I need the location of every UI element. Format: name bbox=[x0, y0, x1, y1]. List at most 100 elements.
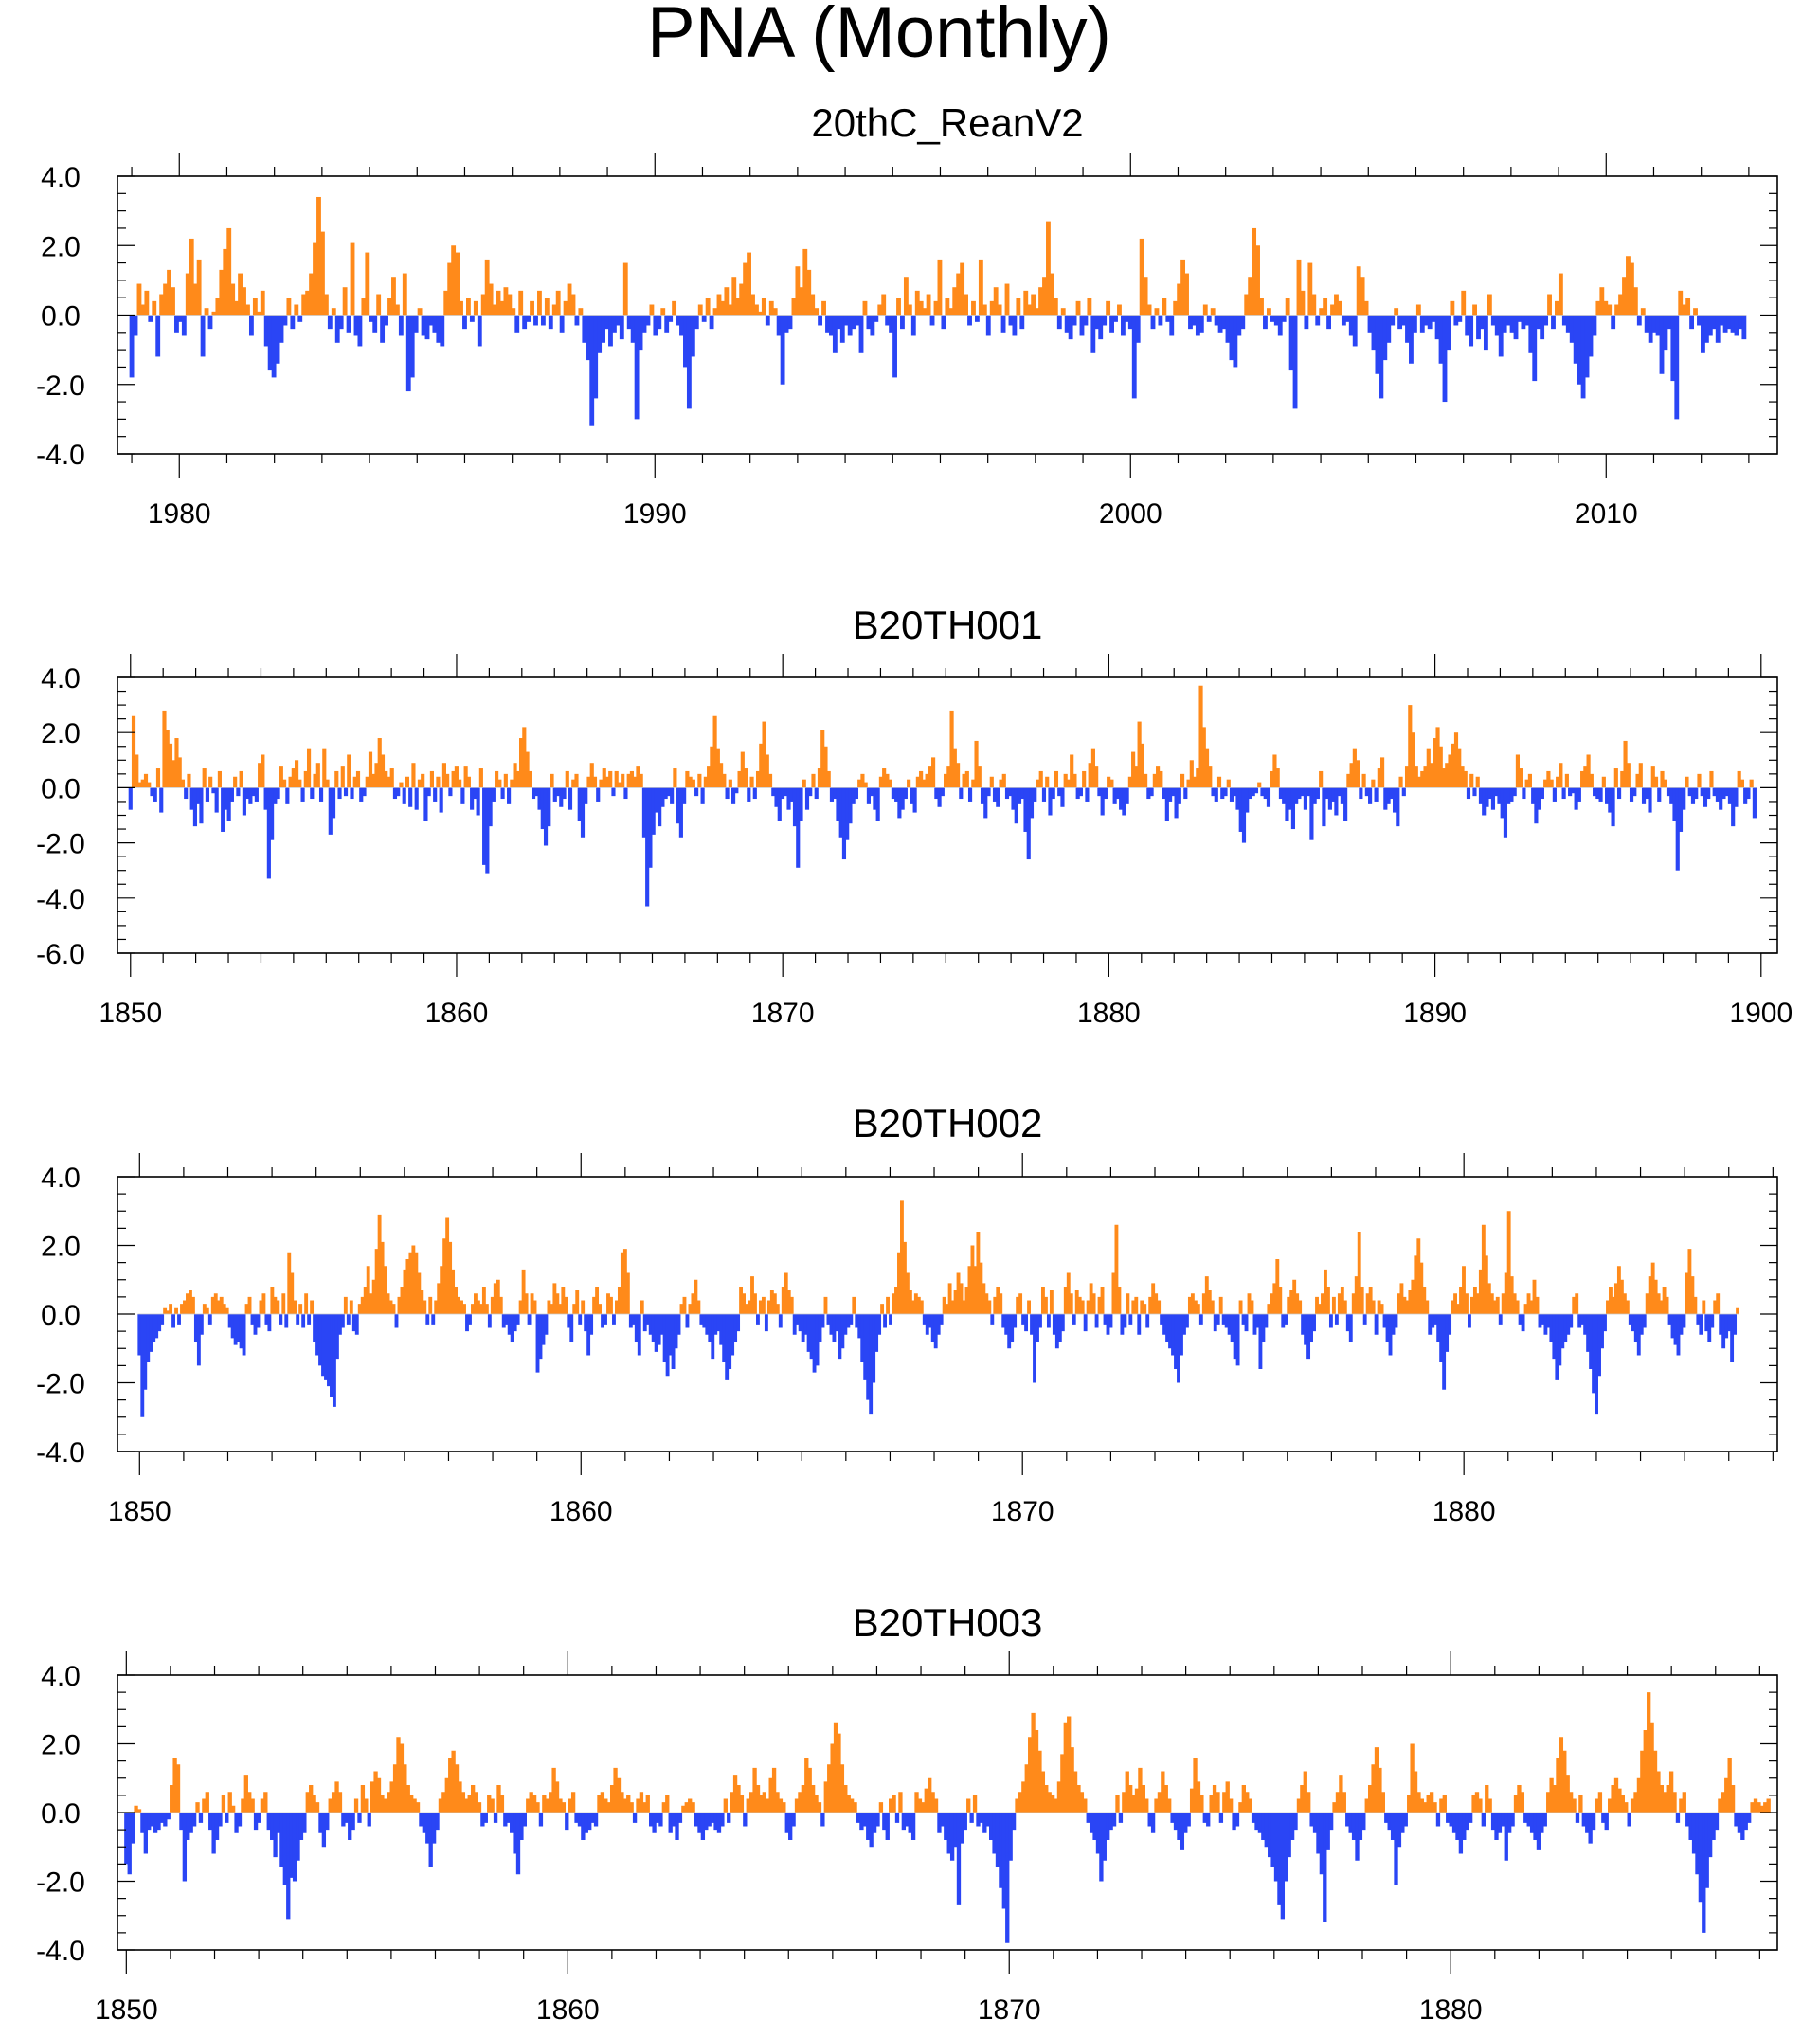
bar-negative bbox=[448, 787, 453, 797]
bar-negative bbox=[1543, 315, 1549, 326]
bar-positive bbox=[1189, 1788, 1195, 1813]
bar-positive bbox=[1411, 1279, 1415, 1314]
bar-negative bbox=[1595, 1314, 1598, 1415]
bar-negative bbox=[1390, 1813, 1396, 1840]
bar-positive bbox=[1572, 1798, 1577, 1813]
bar-positive bbox=[343, 1296, 348, 1315]
bar-negative bbox=[127, 1813, 132, 1875]
bar-positive bbox=[1611, 1785, 1615, 1813]
bar-positive bbox=[1298, 1300, 1303, 1314]
bar-negative bbox=[659, 1314, 664, 1335]
bar-positive bbox=[1070, 754, 1074, 788]
bar-positive bbox=[1047, 1792, 1052, 1813]
bar-negative bbox=[1375, 315, 1380, 374]
bar-positive bbox=[966, 1798, 971, 1813]
bar-negative bbox=[1552, 1314, 1557, 1360]
bar-positive bbox=[1402, 1296, 1407, 1315]
bar-positive bbox=[1543, 779, 1548, 788]
bar-negative bbox=[586, 1314, 591, 1356]
bar-positive bbox=[526, 1798, 531, 1813]
bar-negative bbox=[193, 1314, 198, 1342]
bar-negative bbox=[1604, 1813, 1609, 1831]
bar-negative bbox=[297, 315, 303, 322]
bar-positive bbox=[1419, 1798, 1425, 1813]
bar-positive bbox=[599, 779, 604, 788]
bar-positive bbox=[945, 1304, 949, 1315]
bar-negative bbox=[1428, 1314, 1433, 1335]
bar-negative bbox=[199, 787, 204, 824]
bar-positive bbox=[928, 1777, 932, 1813]
bar-positive bbox=[282, 779, 287, 788]
bar-positive bbox=[1067, 1716, 1072, 1813]
bar-negative bbox=[477, 315, 482, 347]
bar-positive bbox=[1368, 1287, 1373, 1314]
bar-negative bbox=[159, 787, 164, 813]
bar-negative bbox=[148, 315, 153, 322]
bar-positive bbox=[211, 311, 217, 316]
bar-negative bbox=[184, 787, 189, 800]
bar-positive bbox=[1296, 259, 1302, 316]
bar-negative bbox=[1746, 787, 1751, 800]
bar-negative bbox=[1233, 787, 1237, 797]
bar-positive bbox=[1041, 1287, 1045, 1314]
bar-positive bbox=[900, 1200, 904, 1315]
bar-negative bbox=[1227, 1314, 1232, 1335]
bar-positive bbox=[1117, 304, 1122, 316]
bar-positive bbox=[1475, 1293, 1480, 1314]
bar-positive bbox=[626, 1795, 631, 1813]
bar-negative bbox=[1241, 787, 1247, 843]
bar-negative bbox=[1273, 1813, 1279, 1882]
bar-negative bbox=[1303, 787, 1307, 810]
bar-negative bbox=[1165, 315, 1171, 322]
bar-negative bbox=[1498, 315, 1504, 357]
bar-negative bbox=[266, 1813, 271, 1831]
bar-positive bbox=[710, 746, 714, 788]
y-tick-label: 2.0 bbox=[41, 231, 81, 262]
bar-positive bbox=[1100, 1287, 1105, 1314]
bar-positive bbox=[1043, 1296, 1048, 1315]
bar-negative bbox=[663, 787, 668, 800]
bar-negative bbox=[1675, 787, 1680, 871]
bar-negative bbox=[533, 315, 538, 326]
bar-negative bbox=[1469, 315, 1474, 347]
bar-positive bbox=[1024, 1764, 1029, 1813]
bar-positive bbox=[1469, 1296, 1474, 1315]
x-tick-label: 1870 bbox=[978, 1994, 1041, 2026]
bar-positive bbox=[1547, 294, 1552, 316]
bar-positive bbox=[1419, 1262, 1424, 1315]
bar-negative bbox=[702, 1314, 707, 1328]
bar-negative bbox=[421, 315, 426, 336]
bar-negative bbox=[885, 315, 891, 326]
bar-positive bbox=[1622, 277, 1627, 316]
bar-positive bbox=[1193, 1300, 1198, 1314]
bar-negative bbox=[1294, 787, 1299, 804]
bar-positive bbox=[490, 1798, 495, 1813]
bar-negative bbox=[1033, 787, 1037, 802]
bar-positive bbox=[750, 1276, 754, 1315]
bar-negative bbox=[1672, 787, 1677, 821]
bar-positive bbox=[451, 1750, 456, 1813]
bar-negative bbox=[263, 787, 268, 810]
bar-negative bbox=[480, 1813, 485, 1827]
bar-positive bbox=[886, 1296, 890, 1315]
bar-positive bbox=[804, 1758, 809, 1813]
bar-positive bbox=[1645, 1293, 1649, 1314]
bar-positive bbox=[1472, 1287, 1477, 1314]
bar-negative bbox=[569, 1314, 574, 1342]
bar-negative bbox=[798, 1314, 802, 1332]
bar-negative bbox=[318, 1314, 322, 1366]
bar-negative bbox=[856, 1813, 861, 1823]
bar-negative bbox=[1213, 1314, 1217, 1332]
bar-positive bbox=[470, 1785, 476, 1813]
bar-positive bbox=[545, 1798, 550, 1813]
bar-positive bbox=[609, 1296, 613, 1315]
bar-positive bbox=[1520, 1792, 1525, 1813]
bar-positive bbox=[242, 287, 246, 316]
bar-negative bbox=[503, 1813, 508, 1827]
bar-positive bbox=[360, 1785, 366, 1813]
bar-positive bbox=[1192, 776, 1198, 788]
bar-positive bbox=[551, 304, 557, 316]
bar-positive bbox=[885, 773, 890, 788]
bar-negative bbox=[1636, 1314, 1641, 1356]
